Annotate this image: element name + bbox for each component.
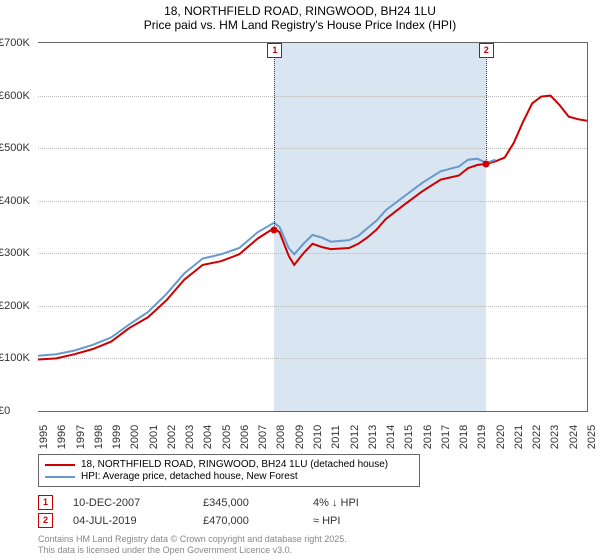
footer-line: This data is licensed under the Open Gov… [38,545,347,556]
x-axis-label: 1999 [111,425,123,449]
x-axis-label: 2010 [312,425,324,449]
legend: 18, NORTHFIELD ROAD, RINGWOOD, BH24 1LU … [38,454,420,487]
legend-item: HPI: Average price, detached house, New … [45,471,413,482]
x-axis-label: 2022 [531,425,543,449]
y-axis-label: £100K [0,352,34,364]
x-axis-label: 2016 [422,425,434,449]
x-axis-label: 2025 [586,425,598,449]
marker-dot [482,160,489,167]
annotation-note: ≈ HPI [313,515,403,527]
title-line1: 18, NORTHFIELD ROAD, RINGWOOD, BH24 1LU [0,4,600,18]
x-axis-label: 2013 [367,425,379,449]
x-axis-label: 1997 [75,425,87,449]
x-axis-label: 2017 [440,425,452,449]
x-axis-label: 2005 [221,425,233,449]
x-axis-label: 2024 [568,425,580,449]
marker-badge: 2 [479,43,494,58]
x-axis-label: 2007 [257,425,269,449]
x-axis-label: 2001 [148,425,160,449]
x-axis-label: 2018 [458,425,470,449]
x-axis-label: 2009 [294,425,306,449]
y-axis-label: £400K [0,195,34,207]
y-axis-label: £0 [0,405,34,417]
title-line2: Price paid vs. HM Land Registry's House … [0,18,600,32]
gridline [38,96,587,97]
footer: Contains HM Land Registry data © Crown c… [38,534,347,556]
gridline [38,148,587,149]
y-axis-label: £700K [0,37,34,49]
marker-line [486,57,487,164]
x-axis-label: 2012 [349,425,361,449]
x-axis-label: 2019 [476,425,488,449]
chart-plot-area: £0£100K£200K£300K£400K£500K£600K£700K199… [38,42,588,412]
x-axis-label: 1998 [93,425,105,449]
x-axis-label: 1995 [38,425,50,449]
x-axis-label: 2006 [239,425,251,449]
y-axis-label: £500K [0,142,34,154]
annotation-row: 2 04-JUL-2019 £470,000 ≈ HPI [38,513,403,528]
legend-label: 18, NORTHFIELD ROAD, RINGWOOD, BH24 1LU … [81,459,388,470]
x-axis-label: 2002 [166,425,178,449]
chart-container: 18, NORTHFIELD ROAD, RINGWOOD, BH24 1LU … [0,0,600,560]
legend-swatch [45,476,75,478]
annotation-table: 1 10-DEC-2007 £345,000 4% ↓ HPI 2 04-JUL… [38,492,403,531]
annotation-date: 04-JUL-2019 [73,515,183,527]
annotation-price: £345,000 [203,497,293,509]
x-axis-label: 2011 [330,425,342,449]
x-axis-label: 2008 [275,425,287,449]
marker-dot [271,226,278,233]
marker-badge: 1 [267,43,282,58]
legend-swatch [45,464,75,466]
y-axis-label: £300K [0,247,34,259]
gridline [38,306,587,307]
gridline [38,201,587,202]
legend-item: 18, NORTHFIELD ROAD, RINGWOOD, BH24 1LU … [45,459,413,470]
x-axis-label: 2015 [403,425,415,449]
x-axis-label: 2000 [129,425,141,449]
gridline [38,358,587,359]
footer-line: Contains HM Land Registry data © Crown c… [38,534,347,545]
x-axis-label: 2023 [549,425,561,449]
x-axis-label: 2014 [385,425,397,449]
y-axis-label: £200K [0,300,34,312]
title-block: 18, NORTHFIELD ROAD, RINGWOOD, BH24 1LU … [0,0,600,34]
shaded-range [274,43,485,411]
x-axis-label: 2020 [495,425,507,449]
y-axis-label: £600K [0,90,34,102]
marker-badge: 2 [38,513,53,528]
annotation-date: 10-DEC-2007 [73,497,183,509]
legend-label: HPI: Average price, detached house, New … [81,471,298,482]
x-axis-label: 2004 [202,425,214,449]
x-axis-label: 2021 [513,425,525,449]
annotation-row: 1 10-DEC-2007 £345,000 4% ↓ HPI [38,495,403,510]
marker-badge: 1 [38,495,53,510]
annotation-price: £470,000 [203,515,293,527]
x-axis-label: 1996 [56,425,68,449]
annotation-note: 4% ↓ HPI [313,497,403,509]
marker-line [274,57,275,230]
x-axis-label: 2003 [184,425,196,449]
gridline [38,253,587,254]
